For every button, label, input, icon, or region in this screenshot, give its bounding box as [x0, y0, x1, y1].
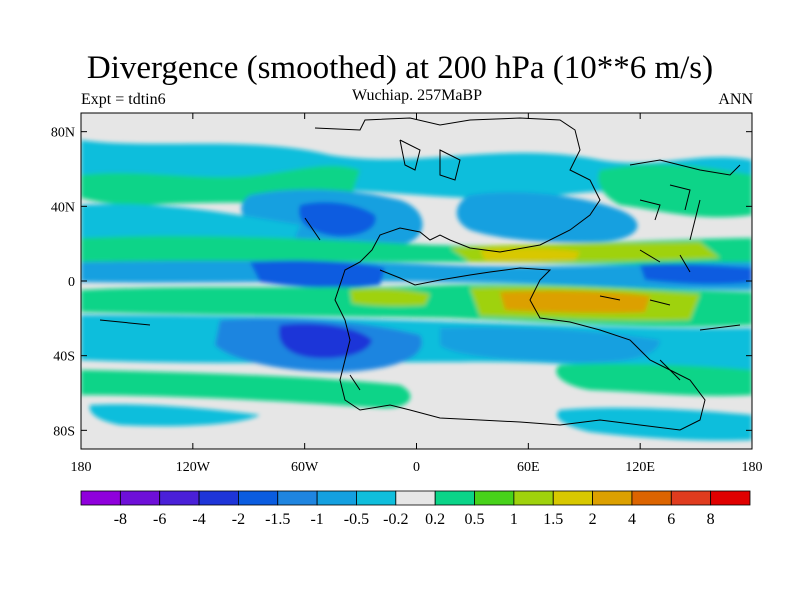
colorbar: -8 -6 -4 -2 -1.5 -1 -0.5 -0.2 0.2 0.5 1 1.5 2 4 6 8	[80, 490, 751, 528]
colorbar-swatch	[316, 490, 357, 506]
coastline-east-islands	[599, 249, 741, 381]
colorbar-swatch	[710, 490, 751, 506]
x-tick-label: 60E	[517, 460, 540, 475]
map-subtitle: Wuchiap. 257MaBP	[351, 87, 482, 104]
y-tick-label: 40S	[53, 350, 75, 365]
colorbar-swatch	[395, 490, 436, 506]
field-region-eq-north-orange	[480, 248, 580, 262]
x-tick-label: 180	[71, 460, 92, 475]
coastlines	[99, 117, 741, 431]
colorbar-swatch	[356, 490, 397, 506]
x-tick-label: 120W	[176, 460, 211, 475]
field-region-eq-south-lime-west	[350, 288, 430, 307]
colorbar-swatch	[80, 490, 121, 506]
x-tick-label: 180	[742, 460, 763, 475]
colorbar-swatch	[198, 490, 239, 506]
experiment-label: Expt = tdtin6	[81, 91, 166, 108]
colorbar-swatch	[159, 490, 200, 506]
colorbar-label: -0.2	[383, 511, 408, 528]
field-region-south-indian-blue	[440, 327, 660, 363]
field-region-north-green-east	[598, 164, 752, 218]
colorbar-swatch	[513, 490, 554, 506]
colorbar-label: -6	[153, 511, 166, 528]
colorbar-swatch	[552, 490, 593, 506]
colorbar-swatch	[277, 490, 318, 506]
colorbar-label: 1	[510, 511, 518, 528]
coastline-pangaea-north	[314, 117, 706, 431]
field-region-atlantic-dark	[299, 202, 376, 237]
colorbar-swatch	[434, 490, 475, 506]
colorbar-label: -2	[232, 511, 245, 528]
colorbar-label: 0.2	[425, 511, 445, 528]
colorbar-swatch	[592, 490, 633, 506]
contour-field	[81, 140, 752, 441]
y-tick-label: 80N	[51, 126, 75, 141]
colorbar-swatch	[670, 490, 712, 506]
y-tick-label: 40N	[51, 200, 75, 215]
colorbar-label: -0.5	[344, 511, 369, 528]
field-region-eq-blue	[81, 260, 752, 290]
field-region-far-south-green-east	[556, 363, 752, 396]
colorbar-swatch	[119, 490, 161, 506]
map-title: Divergence (smoothed) at 200 hPa (10**6 …	[86, 50, 714, 86]
colorbar-swatch	[631, 490, 672, 506]
coastline-north-islands	[399, 139, 741, 241]
colorbar-label: 8	[707, 511, 715, 528]
y-tick-label: 80S	[53, 424, 75, 439]
colorbar-label: 1.5	[543, 511, 563, 528]
field-region-eq-blue-pacific	[640, 263, 752, 285]
coastline-west-islands	[99, 217, 361, 391]
x-tick-label: 120E	[625, 460, 655, 475]
colorbar-swatch	[238, 490, 279, 506]
colorbar-label: 6	[667, 511, 675, 528]
x-tick-label: 60W	[291, 460, 319, 475]
x-axis: 180 120W 60W 0 60E 120E 180	[71, 113, 763, 475]
y-axis: 80N 40N 0 40S 80S	[51, 126, 752, 439]
field-region-far-south-green	[81, 370, 411, 409]
colorbar-label: -1.5	[265, 511, 290, 528]
colorbar-label: 2	[589, 511, 597, 528]
y-tick-label: 0	[68, 275, 75, 290]
field-region-antarctic-cyan-east	[557, 407, 752, 441]
season-label: ANN	[718, 91, 753, 108]
field-region-asia-blue	[456, 192, 638, 243]
colorbar-label: -4	[192, 511, 205, 528]
colorbar-label: -8	[114, 511, 127, 528]
field-region-eq-blue-dark	[250, 260, 385, 288]
x-tick-label: 0	[413, 460, 420, 475]
field-region-antarctic-cyan	[89, 404, 260, 427]
field-region-eq-south-orange	[500, 290, 650, 313]
field-region-south-dark	[279, 323, 372, 359]
colorbar-swatch	[474, 490, 515, 506]
colorbar-label: 4	[628, 511, 636, 528]
colorbar-label: 0.5	[465, 511, 485, 528]
colorbar-label: -1	[310, 511, 323, 528]
